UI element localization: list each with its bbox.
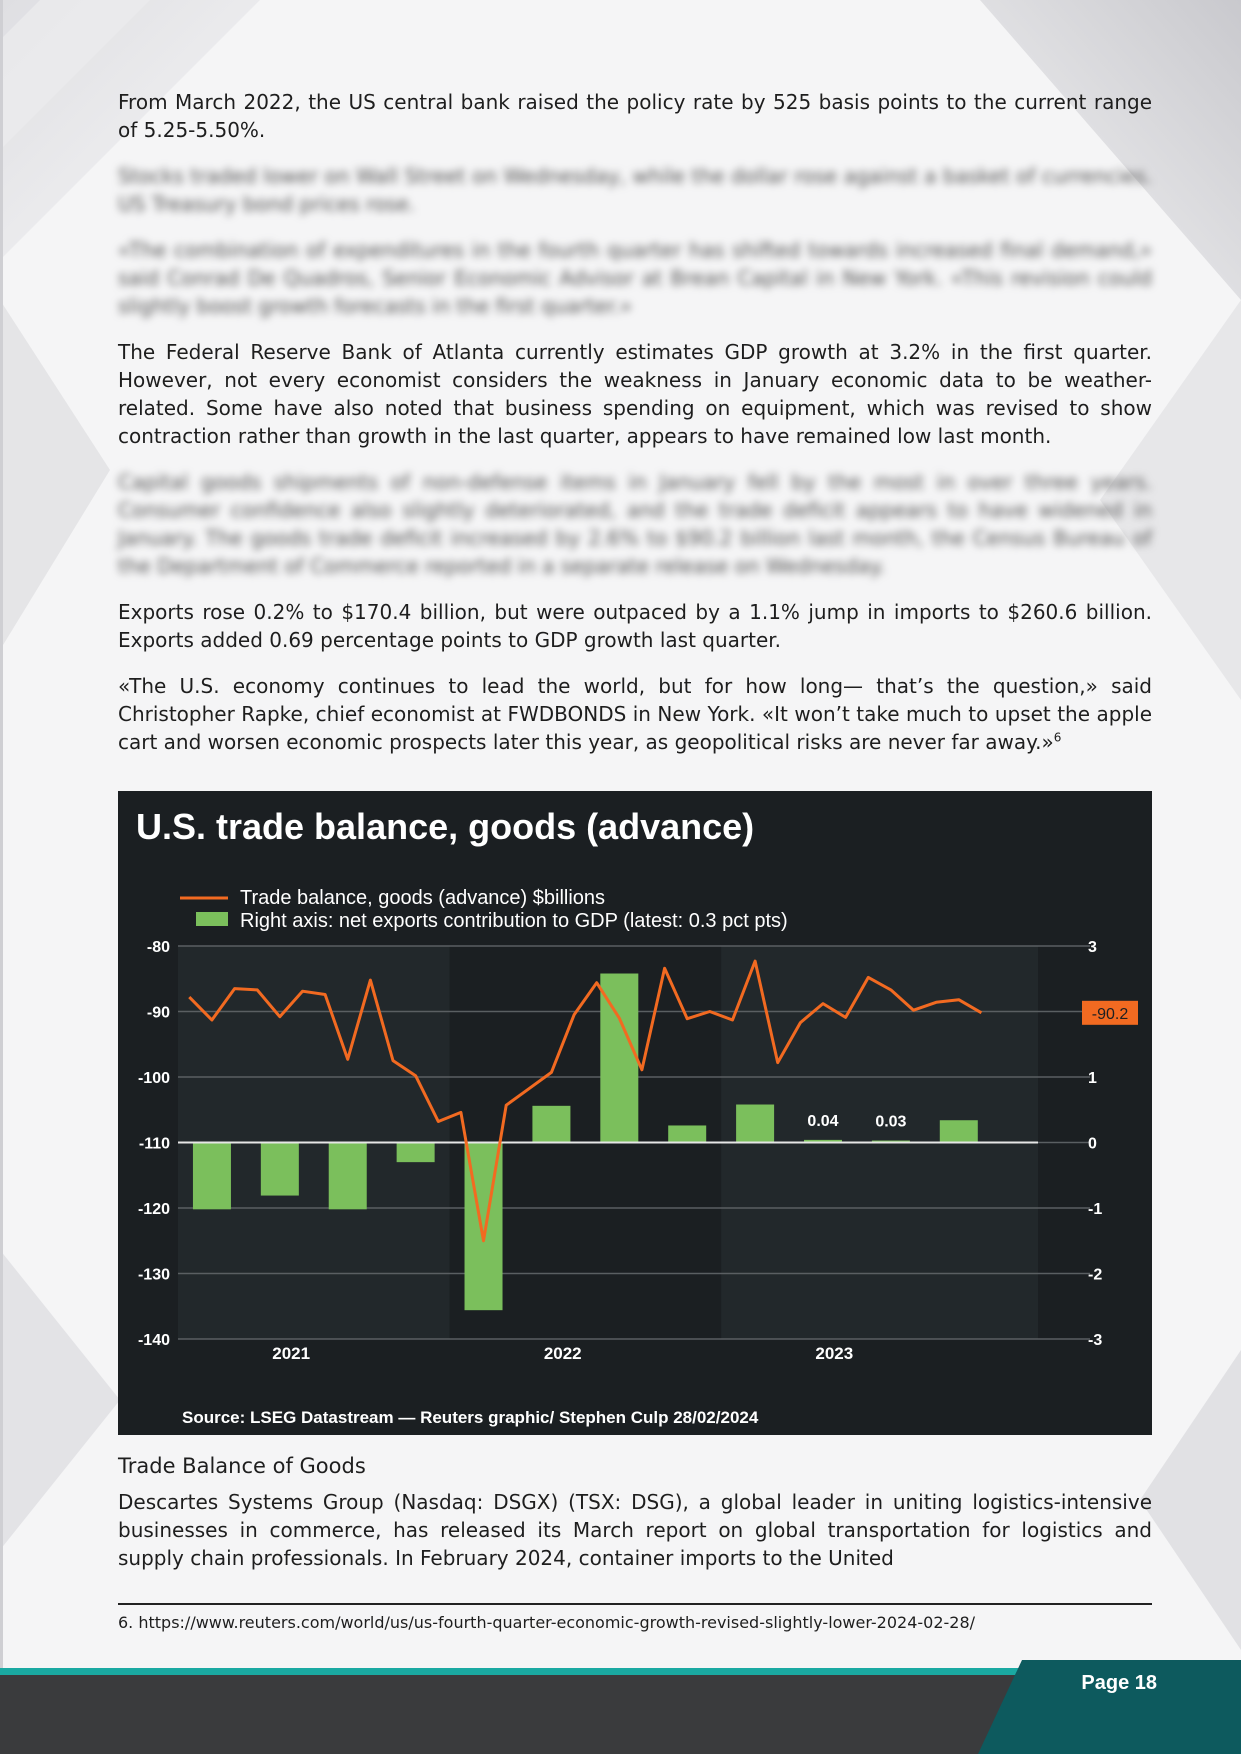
footnote: 6. https://www.reuters.com/world/us/us-f… <box>118 1613 976 1632</box>
footnote-divider <box>118 1603 1152 1605</box>
right-tick-label: 0 <box>1088 1136 1097 1153</box>
x-tick-label: 2021 <box>272 1344 310 1363</box>
left-tick-label: -140 <box>138 1332 170 1349</box>
right-tick-label: -2 <box>1088 1267 1102 1284</box>
x-tick-label: 2022 <box>544 1344 582 1363</box>
bar-2023-q2 <box>804 1139 842 1143</box>
right-tick-label: -1 <box>1088 1201 1102 1218</box>
paragraph: Descartes Systems Group (Nasdaq: DSGX) (… <box>118 1490 1152 1570</box>
x-tick-label: 2023 <box>815 1344 853 1363</box>
paragraph: The Federal Reserve Bank of Atlanta curr… <box>118 340 1152 448</box>
right-tick-label: 1 <box>1088 1070 1097 1087</box>
latest-value-badge <box>1082 1000 1138 1025</box>
paragraph-blurred: «The combination of expenditures in the … <box>118 238 1152 318</box>
paragraph: From March 2022, the US central bank rai… <box>118 90 1152 142</box>
right-tick-label: -3 <box>1088 1332 1102 1349</box>
legend-line-label: Trade balance, goods (advance) $billions <box>240 887 605 909</box>
bar-2021-q1 <box>192 1142 231 1210</box>
chart-svg: U.S. trade balance, goods (advance) Trade… <box>136 806 1138 1427</box>
legend-bar-label: Right axis: net exports contribution to … <box>240 910 788 932</box>
trade-balance-line <box>188 959 983 1243</box>
bar-2023-q1 <box>736 1104 775 1143</box>
bar-data-label: 0.03 <box>875 1114 906 1131</box>
latest-value-label: -90.2 <box>1092 1006 1129 1023</box>
right-tick-label: 3 <box>1088 939 1097 956</box>
chart-title: U.S. trade balance, goods (advance) <box>136 806 754 847</box>
figure-caption: Trade Balance of Goods <box>118 1454 366 1478</box>
left-tick-label: -100 <box>138 1070 170 1087</box>
bar-2021-q2 <box>260 1142 299 1196</box>
bar-2021-q3 <box>328 1142 367 1210</box>
legend-bar-swatch <box>196 912 228 926</box>
paragraph-blurred: Capital goods shipments of non-defense i… <box>118 470 1152 578</box>
bar-data-label: 0.04 <box>807 1113 838 1130</box>
paragraph-blurred: Stocks traded lower on Wall Street on We… <box>118 164 1152 216</box>
chart-source: Source: LSEG Datastream — Reuters graphi… <box>182 1408 759 1427</box>
trade-balance-chart: U.S. trade balance, goods (advance) Trade… <box>118 791 1152 1435</box>
left-tick-label: -80 <box>147 939 170 956</box>
footer-band <box>0 1660 1241 1754</box>
bar-2022-q3 <box>600 973 639 1143</box>
article-body: From March 2022, the US central bank rai… <box>118 88 1152 774</box>
bar-2023-q4 <box>939 1120 978 1143</box>
quote-text: «The U.S. economy continues to lead the … <box>118 674 1152 754</box>
left-tick-label: -90 <box>147 1005 170 1022</box>
bar-2022-q2 <box>532 1105 571 1143</box>
left-tick-label: -110 <box>139 1136 170 1153</box>
bar-2021-q4 <box>396 1142 435 1163</box>
paragraph-quote: «The U.S. economy continues to lead the … <box>118 672 1152 756</box>
footnote-ref: 6 <box>1053 730 1062 745</box>
left-tick-label: -130 <box>138 1267 170 1284</box>
left-tick-label: -120 <box>138 1201 170 1218</box>
paragraph: Exports rose 0.2% to $170.4 billion, but… <box>118 600 1152 652</box>
page-number: Page 18 <box>1081 1672 1157 1694</box>
bar-2022-q4 <box>668 1125 707 1143</box>
